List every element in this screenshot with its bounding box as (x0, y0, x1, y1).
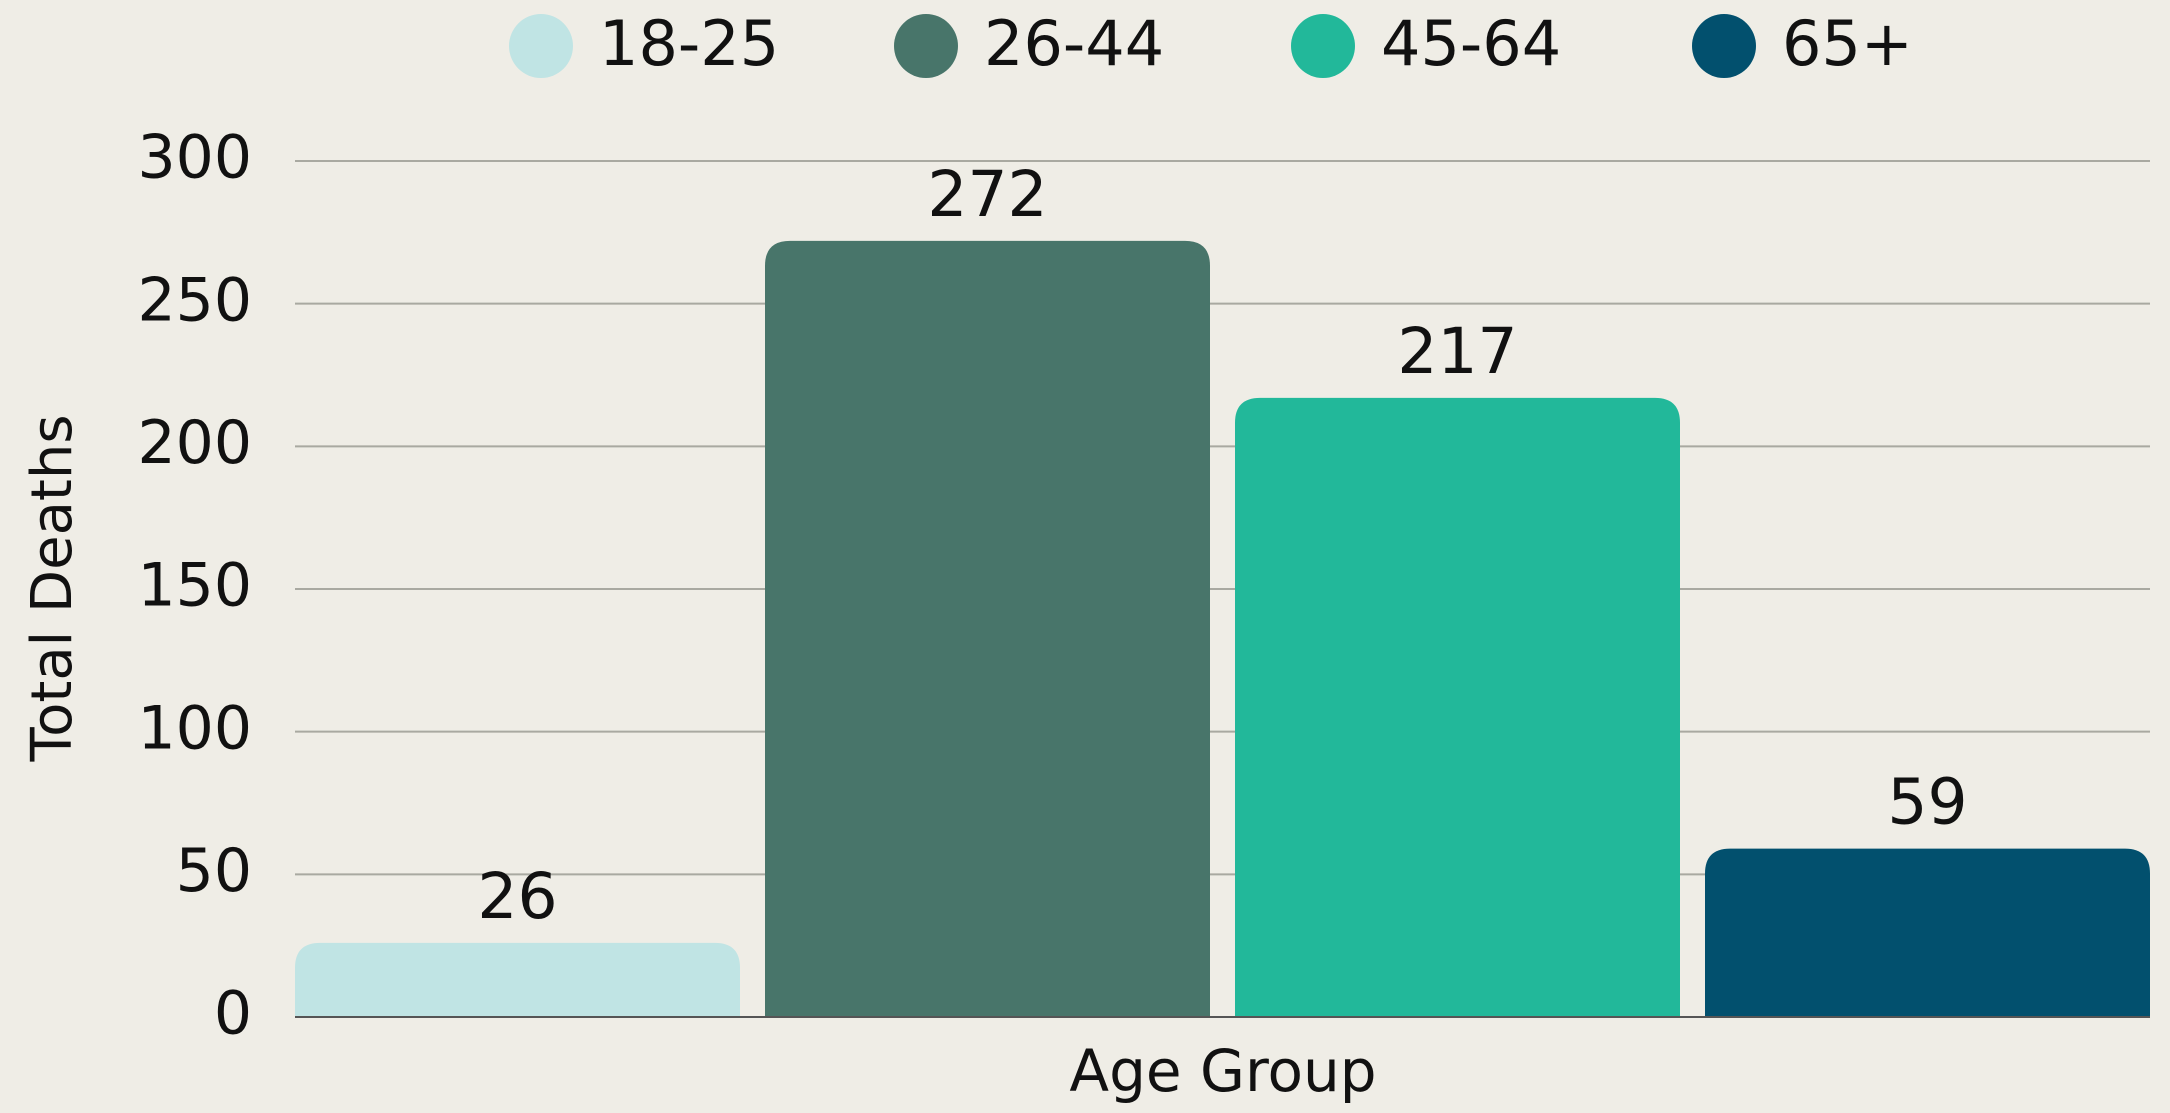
legend-label: 45-64 (1381, 7, 1561, 80)
legend-swatch (1291, 14, 1355, 78)
value-label: 217 (1397, 315, 1517, 388)
y-tick-label: 200 (137, 408, 252, 478)
y-tick-label: 250 (137, 265, 252, 335)
value-label: 26 (477, 860, 557, 933)
bar (1235, 397, 1680, 1017)
value-label: 272 (927, 158, 1047, 231)
y-tick-label: 0 (214, 979, 252, 1049)
legend-label: 18-25 (599, 7, 779, 80)
x-axis-label: Age Group (1069, 1037, 1376, 1105)
value-label: 59 (1887, 766, 1967, 839)
y-tick-label: 50 (176, 836, 252, 906)
legend-swatch (894, 14, 958, 78)
y-tick-label: 300 (137, 123, 252, 193)
legend-label: 65+ (1782, 7, 1913, 80)
legend-swatch (509, 14, 573, 78)
legend-swatch (1692, 14, 1756, 78)
y-tick-label: 100 (137, 693, 252, 763)
y-tick-label: 150 (137, 551, 252, 621)
legend-label: 26-44 (984, 7, 1164, 80)
y-axis-label: Total Deaths (20, 414, 85, 762)
bar (765, 240, 1210, 1018)
bar (1705, 848, 2150, 1017)
bar (295, 942, 740, 1017)
